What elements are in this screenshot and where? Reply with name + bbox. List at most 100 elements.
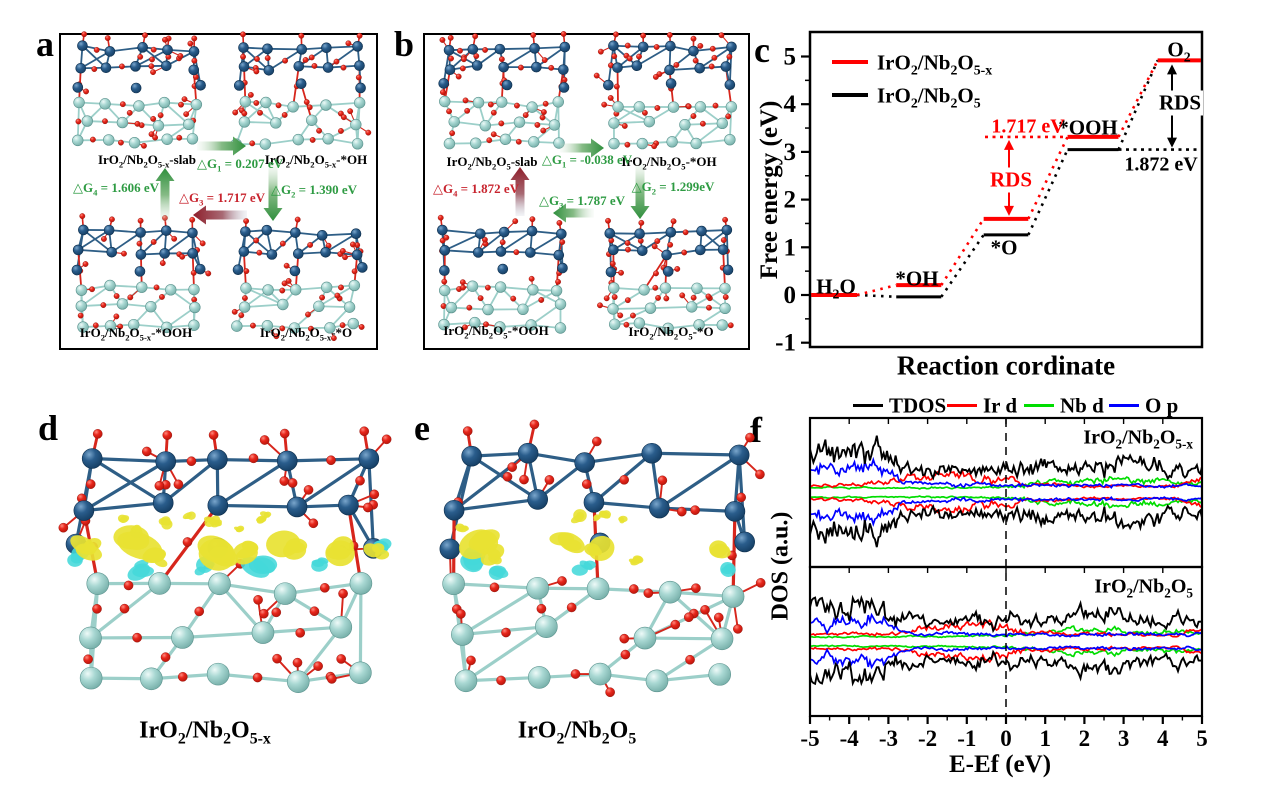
delta-g2-label-a: △G2 = 1.390 eV — [271, 182, 357, 200]
tick-label: 2 — [784, 187, 797, 214]
free-energy-y-axis-label: Free energy (eV) — [756, 100, 783, 280]
rds-label-red: RDS — [987, 167, 1035, 193]
axes-box — [808, 30, 1204, 349]
dos-legend-swatch-op — [1109, 404, 1139, 407]
dos-legend-label-op: O p — [1145, 393, 1179, 418]
dos-subpanel-label-bottom: IrO2/Nb2O5 — [1094, 575, 1193, 601]
structure-label-a-ooh: IrO2/Nb2O5-x-*OOH — [79, 325, 193, 343]
delta-g4-label-b: △G4 = 1.872 eV — [433, 181, 519, 199]
rds-value-black: 1.872 eV — [1124, 153, 1198, 176]
dos-legend-label-tdos: TDOS — [889, 393, 947, 418]
structure-label-b-slab: IrO2/Nb2O5-slab — [446, 154, 538, 172]
dos-legend-label-nbd: Nb d — [1060, 393, 1104, 418]
step-label-h2o: H2O — [816, 274, 856, 302]
panel-d-caption: IrO2/Nb2O5-x — [139, 717, 271, 748]
panel-letter-a: a — [36, 24, 54, 64]
tick-label: 5 — [784, 44, 797, 71]
tick-label: -1 — [957, 726, 976, 751]
charge-density-isosurfaces — [455, 509, 736, 580]
dos-legend-swatch-ird — [947, 404, 977, 407]
free-energy-x-axis-label: Reaction cordinate — [896, 350, 1116, 381]
rds-value-red: 1.717 eV — [991, 115, 1065, 138]
delta-g2-label-b: △G2 = 1.299eV — [631, 179, 715, 197]
tick-label: -5 — [800, 726, 819, 751]
dos-curve-up-Nb d — [811, 475, 1201, 490]
reaction-arrow-green — [155, 168, 175, 222]
dos-curve-down-Nb d — [811, 495, 1201, 509]
charge-density-structure-e — [439, 419, 766, 698]
free-energy-chart: -1 0 1 2 3 4 5 — [775, 30, 1204, 357]
tick-label: 0 — [784, 282, 797, 309]
molecule-structure — [437, 214, 568, 334]
molecule-structure — [593, 31, 738, 150]
molecule-structure — [72, 31, 206, 149]
tick-label: 5 — [1196, 726, 1208, 751]
reaction-arrow-red — [510, 167, 530, 216]
dos-subpanel-label-top: IrO2/Nb2O5-x — [1083, 426, 1193, 452]
legend-swatch-black — [832, 93, 868, 97]
legend-label-irnb5: IrO2/Nb2O5 — [877, 83, 981, 111]
reaction-arrow-green — [630, 163, 650, 219]
molecule-structure — [439, 419, 766, 698]
panel-letter-d: d — [38, 408, 59, 448]
reaction-arrow-green — [553, 203, 594, 223]
reaction-arrow-green — [263, 163, 283, 221]
molecule-structure — [71, 213, 212, 334]
charge-density-structure-d — [58, 426, 392, 693]
structure-label-b-oh: IrO2/Nb2O5-*OH — [621, 154, 717, 172]
panel-b-structures-arrows — [437, 31, 738, 334]
dos-legend-label-ird: Ir d — [983, 393, 1018, 418]
step-label-o: *O — [990, 235, 1018, 260]
dos-curve-down-O p — [811, 495, 1201, 528]
tick-label: 3 — [784, 139, 797, 166]
molecule-structure — [438, 31, 571, 150]
tick-label: -2 — [918, 726, 937, 751]
dos-legend-swatch-nbd — [1024, 404, 1054, 407]
structure-label-a-slab: IrO2/Nb2O5-x-slab — [97, 152, 197, 170]
tick-label: 1 — [784, 234, 797, 261]
structure-label-b-ooh: IrO2/Nb2O5-*OOH — [443, 323, 549, 341]
delta-g3-label-b: △G3 = 1.787 eV — [539, 193, 625, 211]
molecule-structure — [597, 216, 734, 334]
tick-label: 4 — [1157, 726, 1169, 751]
tick-label: 2 — [1079, 726, 1091, 751]
step-label-o2: O2 — [1167, 37, 1191, 65]
step-label-ooh: *OOH — [1058, 115, 1118, 140]
rds-label-black: RDS — [1156, 90, 1204, 116]
tick-label: -4 — [840, 726, 860, 751]
dos-legend-swatch-tdos — [853, 404, 883, 407]
structure-label-b-o: IrO2/Nb2O5-*O — [628, 324, 714, 342]
molecule-structure — [231, 216, 368, 342]
delta-g1-label-b: △G1 = -0.038 eV — [541, 152, 633, 170]
structure-label-a-oh: IrO2/Nb2O5-x-*OH — [264, 152, 368, 170]
legend-swatch-red — [832, 60, 868, 64]
tick-label: -1 — [775, 330, 796, 357]
panel-letter-b: b — [394, 24, 415, 64]
tick-label: 0 — [1000, 726, 1012, 751]
reaction-arrow-green — [560, 138, 604, 158]
dos-curve-down-TDOS — [811, 504, 1201, 548]
panel-letter-c: c — [754, 30, 770, 70]
charge-density-isosurfaces-dense — [67, 511, 392, 581]
delta-g1-label-a: △G1 = 0.207 eV — [197, 156, 283, 174]
structure-label-a-o: IrO2/Nb2O5-x-*O — [259, 325, 353, 343]
panel-e-caption: IrO2/Nb2O5 — [517, 717, 637, 748]
tick-label: 1 — [1039, 726, 1051, 751]
tick-label: 3 — [1118, 726, 1130, 751]
reaction-arrow-green — [197, 136, 246, 156]
dos-curve-up-O p — [811, 456, 1201, 489]
tick-label: -3 — [879, 726, 898, 751]
reaction-arrow-red — [193, 205, 247, 225]
step-label-oh: *OH — [895, 266, 939, 291]
tick-label: 4 — [784, 91, 797, 118]
molecule-structure — [230, 31, 372, 150]
legend-label-irnb5x: IrO2/Nb2O5-x — [877, 50, 993, 78]
dos-chart: -5 -4 -3 -2 -1 0 1 2 3 4 5 — [800, 416, 1208, 751]
delta-g4-label-a: △G4 = 1.606 eV — [73, 180, 159, 198]
dos-y-axis-label: DOS (a.u.) — [767, 511, 794, 621]
panel-a-structures-arrows — [71, 31, 372, 342]
panel-letter-e: e — [414, 408, 430, 448]
delta-g3-label-a: △G3 = 1.717 eV — [179, 190, 265, 208]
dos-x-axis-label: E-Ef (eV) — [948, 751, 1052, 778]
